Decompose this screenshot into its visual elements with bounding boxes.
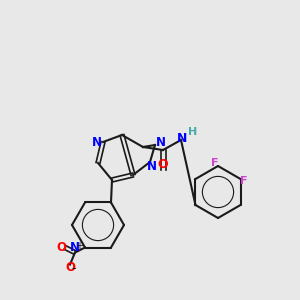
Text: N: N — [92, 136, 102, 148]
Text: N: N — [156, 136, 166, 149]
Text: -: - — [72, 262, 76, 275]
Text: N: N — [147, 160, 157, 173]
Text: N: N — [70, 241, 80, 254]
Text: O: O — [158, 158, 168, 172]
Text: O: O — [56, 241, 66, 254]
Text: F: F — [240, 176, 247, 186]
Text: F: F — [211, 158, 219, 168]
Text: N: N — [177, 131, 187, 145]
Text: +: + — [75, 241, 83, 250]
Text: O: O — [65, 261, 75, 274]
Text: H: H — [188, 127, 198, 137]
